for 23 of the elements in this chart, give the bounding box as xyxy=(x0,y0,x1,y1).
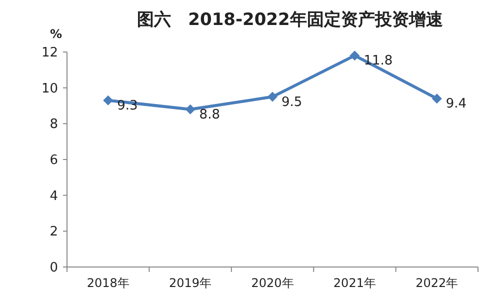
y-axis-title: % xyxy=(50,27,62,41)
y-tick-label: 4 xyxy=(50,188,58,204)
x-tick-label: 2020年 xyxy=(251,276,294,290)
data-label: 11.8 xyxy=(364,54,393,69)
x-tick-label: 2018年 xyxy=(86,276,130,290)
x-tick-label: 2021年 xyxy=(333,276,376,290)
data-label: 8.8 xyxy=(199,107,220,122)
data-label: 9.4 xyxy=(446,96,467,112)
point xyxy=(350,50,360,61)
chart-title: 图六 2018-2022年固定资产投资增速 xyxy=(137,10,443,30)
y-tick-label: 2 xyxy=(50,224,58,240)
point xyxy=(432,94,442,104)
y-tick-label: 10 xyxy=(41,81,58,96)
point xyxy=(103,95,114,106)
y-tick-label: 12 xyxy=(41,46,58,60)
x-tick-label: 2022年 xyxy=(416,276,458,290)
x-tick-label: 2019年 xyxy=(169,276,212,290)
data-label: 9.5 xyxy=(282,94,302,110)
y-tick-label: 8 xyxy=(50,117,58,132)
point xyxy=(268,92,278,102)
y-tick-label: 6 xyxy=(50,153,58,168)
point xyxy=(185,104,196,114)
y-tick-label: 0 xyxy=(50,260,58,276)
